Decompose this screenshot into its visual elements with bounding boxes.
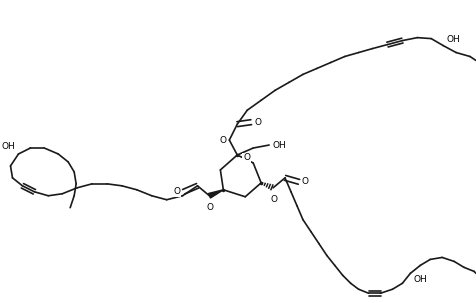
Text: OH: OH	[2, 142, 16, 151]
Text: O: O	[207, 203, 214, 212]
Text: O: O	[254, 118, 261, 127]
Text: O: O	[219, 135, 227, 145]
Text: OH: OH	[413, 275, 427, 284]
Text: OH: OH	[446, 35, 460, 44]
Text: O: O	[270, 195, 278, 204]
Text: O: O	[243, 153, 250, 162]
Text: O: O	[302, 177, 309, 186]
Polygon shape	[208, 190, 223, 198]
Text: OH: OH	[272, 141, 286, 150]
Text: O: O	[174, 187, 180, 196]
